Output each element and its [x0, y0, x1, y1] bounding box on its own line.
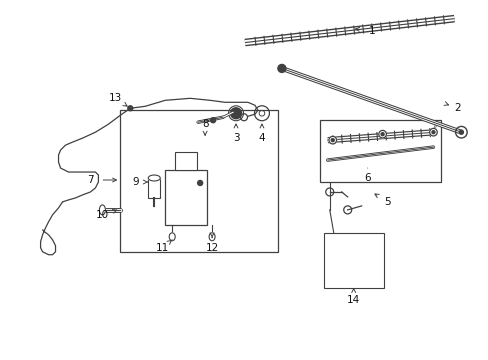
Text: 10: 10	[96, 210, 109, 220]
Text: 2: 2	[453, 103, 460, 113]
Bar	[319, 120, 441, 182]
Text: 11: 11	[155, 243, 168, 253]
Text: 4: 4	[258, 133, 264, 143]
Text: 9: 9	[132, 177, 138, 187]
Bar	[148, 178, 160, 198]
Ellipse shape	[99, 205, 105, 215]
Bar	[120, 110, 277, 252]
Text: 1: 1	[367, 26, 374, 36]
Ellipse shape	[209, 233, 215, 241]
Circle shape	[210, 118, 215, 123]
Text: 5: 5	[384, 197, 390, 207]
Circle shape	[431, 131, 434, 134]
Circle shape	[328, 136, 336, 144]
Bar	[165, 170, 207, 225]
Bar	[175, 152, 197, 170]
Circle shape	[429, 129, 436, 136]
Ellipse shape	[148, 175, 160, 181]
Text: 8: 8	[202, 119, 208, 129]
Text: 3: 3	[232, 133, 239, 143]
Text: 13: 13	[108, 93, 122, 103]
Text: 6: 6	[364, 173, 370, 183]
Circle shape	[330, 139, 334, 141]
Circle shape	[378, 130, 386, 138]
Text: 14: 14	[346, 294, 360, 305]
Circle shape	[230, 108, 241, 119]
Bar	[323, 233, 383, 288]
Text: 12: 12	[205, 243, 218, 253]
Circle shape	[380, 133, 383, 136]
Text: 7: 7	[87, 175, 94, 185]
Circle shape	[127, 106, 133, 111]
Circle shape	[197, 180, 202, 185]
Circle shape	[458, 130, 463, 134]
Ellipse shape	[169, 233, 175, 241]
Circle shape	[277, 64, 285, 72]
